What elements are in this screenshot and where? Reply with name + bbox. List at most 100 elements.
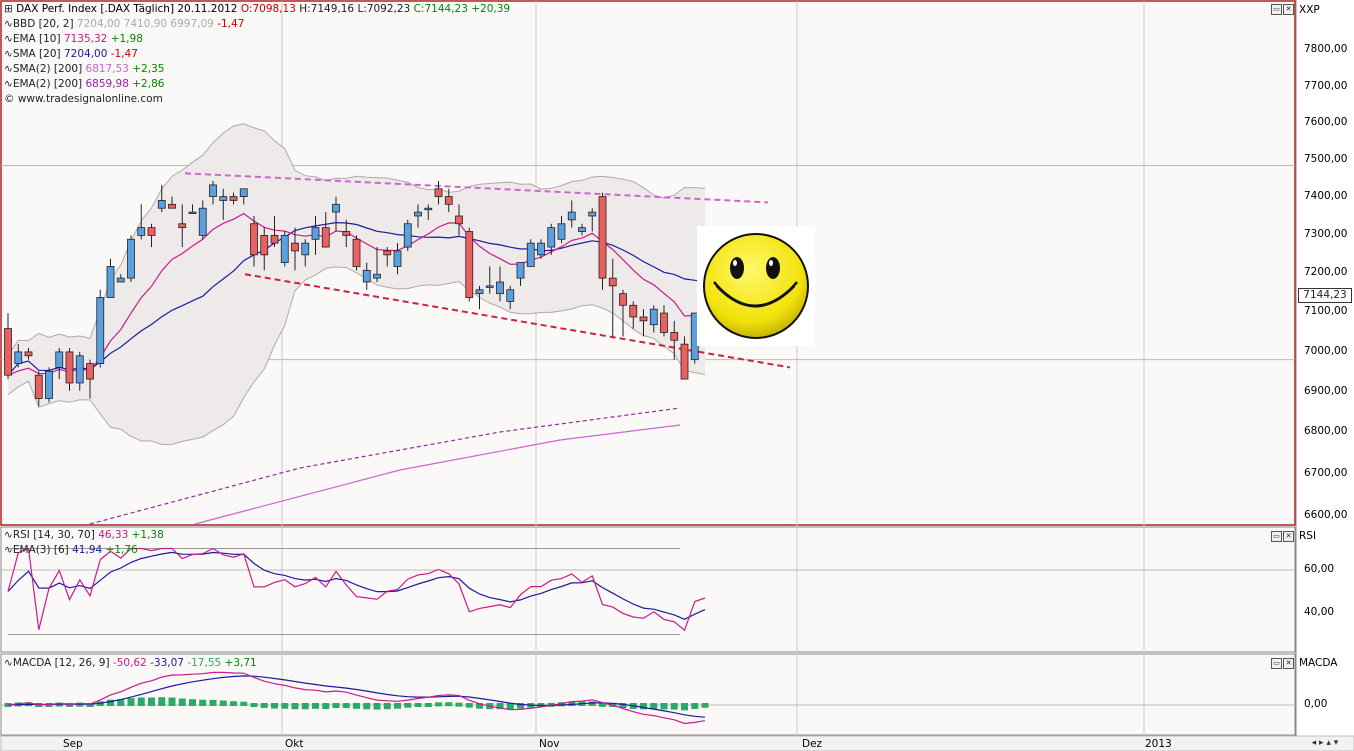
candle-body: [455, 215, 463, 225]
candle: [629, 301, 638, 329]
indicator-sma200[interactable]: ∿SMA(2) [200] 6817,53 +2,35: [4, 63, 165, 75]
y-tick: 6800,00: [1304, 425, 1348, 437]
candle: [157, 184, 166, 213]
macd-histogram-bar: [640, 703, 647, 710]
candle-body: [444, 196, 453, 205]
macd-histogram-bar: [291, 703, 299, 710]
macd-histogram-bar: [168, 697, 176, 706]
macd-histogram-bar: [353, 703, 360, 709]
macd-histogram-bar: [424, 703, 432, 707]
macd-histogram-bar: [148, 697, 155, 706]
candle: [547, 223, 556, 255]
macd-histogram-bar: [588, 701, 596, 706]
month-gridlines: [281, 1, 1145, 736]
y-tick: 6600,00: [1304, 509, 1348, 521]
candle: [116, 274, 125, 283]
candle: [311, 215, 320, 255]
macd-histogram-bar: [260, 703, 268, 708]
candle: [680, 336, 689, 380]
macd-value-4: +3,71: [224, 657, 257, 669]
candle: [424, 204, 433, 220]
rsi-ema-label: EMA(3) [6]: [12, 544, 69, 556]
candle: [229, 192, 238, 205]
macd-value-1: -50,62: [112, 657, 147, 669]
candle: [45, 367, 53, 403]
macd-histogram-bar: [189, 699, 196, 706]
rsi-tick: 40,00: [1304, 606, 1335, 618]
candle: [557, 215, 566, 244]
rsi-change: +1,38: [131, 529, 164, 541]
rsi-close-button[interactable]: ✕: [1283, 531, 1294, 542]
candle: [260, 227, 269, 271]
indicator-sma20[interactable]: ∿SMA [20] 7204,00 -1,47: [4, 48, 138, 60]
indicator-values: 6859,98: [85, 78, 129, 90]
axis-background: [1296, 0, 1354, 736]
rsi-legend: ∿RSI [14, 30, 70] 46,33 +1,38 ∿EMA(3) [6…: [4, 528, 164, 558]
candle-body: [157, 200, 166, 209]
rsi-minimize-button[interactable]: ▭: [1271, 531, 1282, 542]
candle-body: [588, 211, 597, 217]
candle-body: [229, 196, 238, 201]
rsi-ema-legend[interactable]: ∿EMA(3) [6] 41,94 +1,76: [4, 544, 138, 556]
candle: [537, 239, 545, 259]
candle-body: [639, 316, 648, 322]
candle: [393, 243, 402, 275]
macd-histogram-bar: [240, 701, 248, 706]
candle: [270, 215, 279, 248]
macd-histogram-bar: [414, 703, 422, 707]
candle-body: [424, 207, 433, 211]
y-tick: 7400,00: [1304, 190, 1348, 202]
candle: [578, 223, 586, 236]
candle: [660, 305, 668, 337]
candle: [639, 309, 648, 337]
candle-body: [383, 250, 392, 256]
candle-body: [598, 196, 607, 279]
macd-line: [7, 671, 706, 725]
candle: [506, 285, 515, 310]
macd-tick: 0,00: [1304, 698, 1328, 710]
macd-histogram-bar: [158, 697, 166, 706]
rsi-panel: [0, 526, 1296, 653]
indicator-ema10[interactable]: ∿EMA [10] 7135,32 +1,98: [4, 33, 143, 45]
macd-histogram-bar: [455, 702, 463, 707]
candle-body: [198, 207, 207, 236]
indicator-label: EMA(2) [200]: [12, 78, 83, 90]
candle-body: [137, 227, 146, 236]
minimize-button[interactable]: ▭: [1271, 4, 1282, 15]
candle: [34, 371, 43, 407]
bollinger-upper-line: [7, 123, 706, 357]
candle-body: [311, 227, 320, 240]
candle-body: [55, 351, 64, 368]
macd-close-button[interactable]: ✕: [1283, 658, 1294, 669]
indicator-ema200[interactable]: ∿EMA(2) [200] 6859,98 +2,86: [4, 78, 165, 90]
candle: [608, 258, 617, 337]
y-tick: 7200,00: [1304, 266, 1348, 278]
macd-histogram-bar: [506, 703, 514, 710]
sma20-line: [7, 221, 706, 376]
candle-body: [660, 312, 668, 333]
macd-minimize-button[interactable]: ▭: [1271, 658, 1282, 669]
macd-histogram-bar: [332, 703, 340, 709]
indicator-label: SMA [20]: [12, 48, 61, 60]
lower-trendline: [244, 273, 791, 369]
indicator-bbd[interactable]: ∿BBD [20, 2] 7204,00 7410,90 6997,09 -1,…: [4, 18, 245, 30]
candle: [219, 188, 228, 220]
candle: [649, 305, 658, 333]
candle-body: [260, 234, 269, 256]
macd-histogram-bar: [271, 703, 278, 709]
candle-body: [45, 370, 53, 399]
scroll-controls[interactable]: ◂ ▸ ▴ ▾: [1311, 738, 1339, 748]
candle-body: [116, 277, 125, 283]
candle-body: [465, 231, 474, 298]
indicator-change: +2,86: [132, 78, 165, 90]
candle-body: [362, 269, 371, 283]
candle-body: [14, 351, 23, 364]
last-price-label: 7144,23: [1298, 288, 1352, 303]
macd-histogram-bar: [281, 703, 289, 709]
macd-legend[interactable]: ∿MACDA [12, 26, 9] -50,62 -33,07 -17,55 …: [4, 657, 257, 669]
rsi-line-legend[interactable]: ∿RSI [14, 30, 70] 46,33 +1,38: [4, 529, 164, 541]
candle-body: [106, 266, 115, 298]
candle: [485, 266, 494, 294]
close-button[interactable]: ✕: [1283, 4, 1294, 15]
